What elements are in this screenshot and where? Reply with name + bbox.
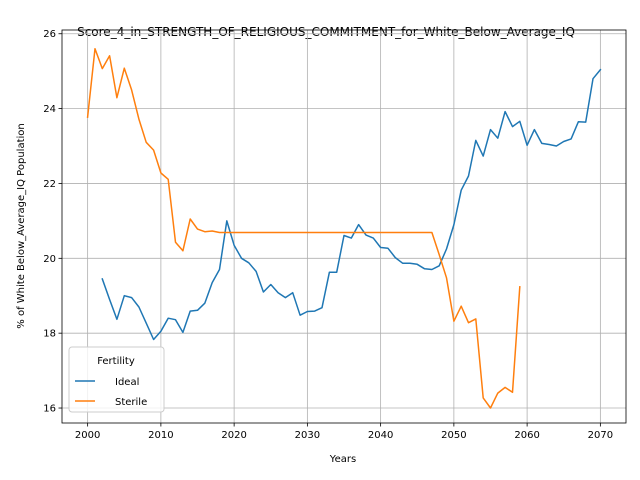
y-axis-ticks: 16 18 20 22 24 26 <box>43 29 62 415</box>
legend-label-ideal: Ideal <box>115 377 139 388</box>
x-tick-label: 2060 <box>514 430 539 441</box>
x-axis-ticks: 2000 2010 2020 2030 2040 2050 2060 2070 <box>75 423 613 441</box>
plot-area-frame <box>61 29 627 424</box>
legend-box <box>68 346 165 413</box>
legend-title: Fertility <box>97 356 135 367</box>
legend: Fertility Ideal Sterile <box>68 346 165 413</box>
x-tick-label: 2070 <box>588 430 613 441</box>
y-tick-label: 22 <box>43 179 56 190</box>
chart-title: Score_4_in_STRENGTH_OF_RELIGIOUS_COMMITM… <box>77 25 575 39</box>
x-tick-label: 2020 <box>221 430 246 441</box>
y-tick-label: 16 <box>43 404 56 415</box>
x-tick-label: 2010 <box>148 430 173 441</box>
y-tick-label: 20 <box>43 254 56 265</box>
y-tick-label: 18 <box>43 329 56 340</box>
y-tick-label: 26 <box>43 29 56 40</box>
series-lines <box>86 47 602 409</box>
series-line-sterile <box>86 47 521 409</box>
y-tick-label: 24 <box>43 104 56 115</box>
x-tick-label: 2050 <box>441 430 466 441</box>
legend-label-sterile: Sterile <box>115 397 147 408</box>
series-line-ideal <box>101 68 602 341</box>
x-axis-label: Years <box>329 454 356 465</box>
x-tick-label: 2040 <box>368 430 393 441</box>
x-tick-label: 2000 <box>75 430 100 441</box>
y-axis-label: % of White Below_Average_IQ Population <box>16 123 27 328</box>
x-tick-label: 2030 <box>295 430 320 441</box>
